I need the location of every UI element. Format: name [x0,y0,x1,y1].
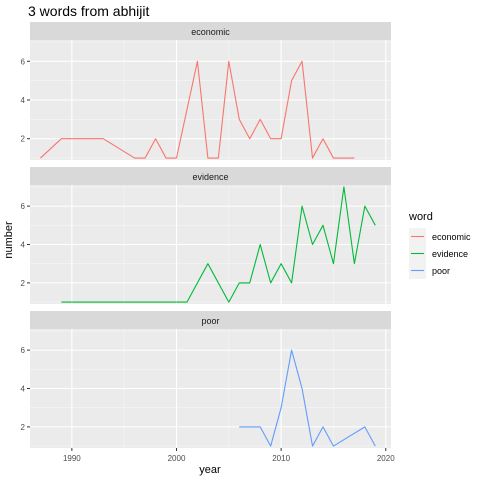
series-line-evidence [61,186,376,303]
y-tick-label: 2 [21,279,26,288]
y-tick-label: 4 [21,385,26,394]
y-tick-label: 4 [21,96,26,105]
legend-label: poor [432,266,450,276]
facet-strip [30,311,391,329]
x-tick-label: 2000 [168,454,186,463]
facet-strip-label: poor [201,316,219,326]
y-tick-label: 6 [21,346,26,355]
facet-strip-label: evidence [192,172,228,182]
series-line-poor [239,349,376,447]
y-tick-label: 6 [21,57,26,66]
series-line-economic [40,60,355,159]
facet-economic: economic 2 4 6 [21,22,391,160]
x-axis-title: year [199,464,221,476]
legend: word economic evidence poor [408,211,471,279]
x-tick-label: 1990 [63,454,81,463]
facet-strip [30,167,391,185]
legend-label: economic [432,232,471,242]
facet-evidence: evidence 2 4 6 [21,167,391,304]
facet-strip [30,22,391,40]
y-tick-label: 2 [21,135,26,144]
legend-keys: economic evidence poor [409,228,471,279]
facet-strip-label: economic [191,27,230,37]
y-tick-label: 2 [21,423,26,432]
x-tick-label: 2010 [272,454,290,463]
legend-label: evidence [432,249,468,259]
chart-title: 3 words from abhijit [28,3,149,19]
y-tick-label: 4 [21,241,26,250]
legend-item-poor: poor [409,262,450,279]
facet-panels: economic 2 4 6 evidence 2 4 6 poor 2 4 6 1990 2000 201… [21,22,395,463]
legend-item-economic: economic [409,228,471,245]
y-axis-title: number [3,221,15,259]
legend-title: word [408,211,433,223]
facet-poor: poor 2 4 6 [21,311,391,448]
x-tick-label: 2020 [377,454,395,463]
y-tick-label: 6 [21,202,26,211]
legend-item-evidence: evidence [409,245,468,262]
